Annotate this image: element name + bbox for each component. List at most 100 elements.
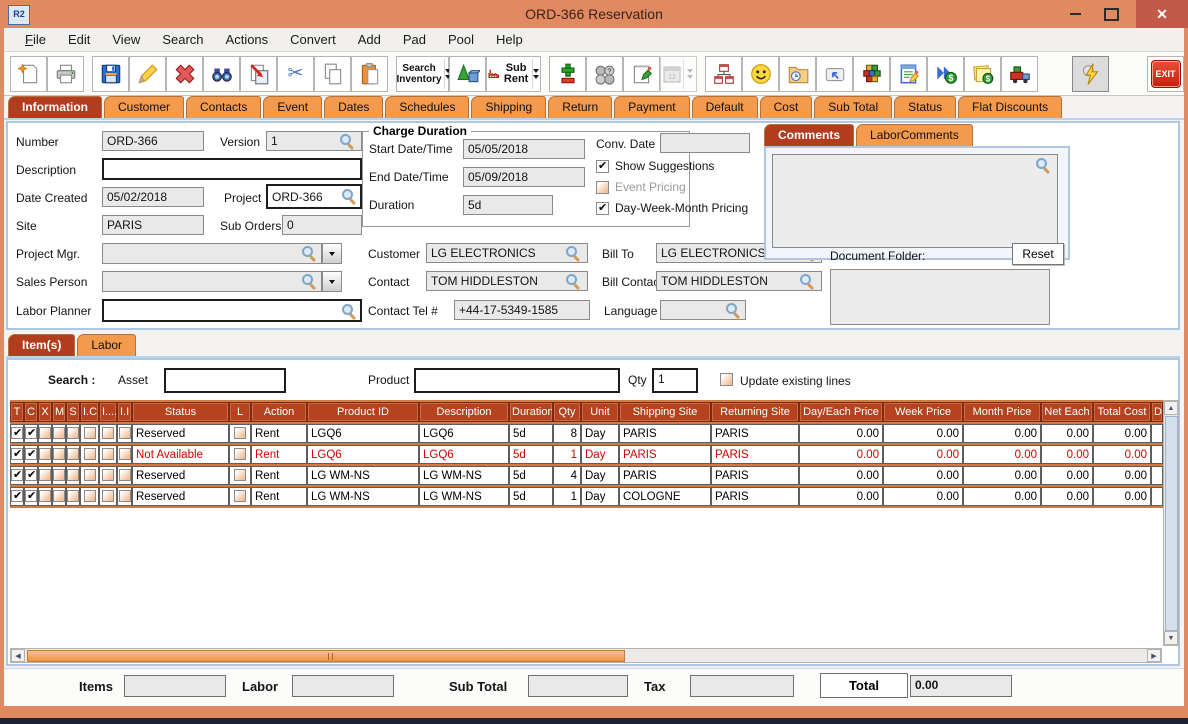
comments-lookup-icon[interactable] (1036, 158, 1050, 172)
cell-di[interactable] (1151, 445, 1163, 464)
cell-day-each-price[interactable]: 0.00 (799, 487, 883, 506)
contact-lookup-icon[interactable] (566, 274, 580, 288)
col-header-s[interactable]: S (66, 402, 80, 422)
col-header-x[interactable]: X (38, 402, 52, 422)
col-header-duration[interactable]: Duration (509, 402, 553, 422)
group-query-button[interactable]: ? (586, 55, 623, 92)
minimize-button[interactable] (1058, 0, 1092, 28)
row-check-i-c[interactable] (80, 445, 99, 464)
tab-comments[interactable]: Comments (764, 124, 855, 146)
notepad-button[interactable] (623, 55, 660, 92)
cell-di[interactable] (1151, 424, 1163, 443)
cell-total-cost[interactable]: 0.00 (1093, 487, 1151, 506)
cell-action[interactable]: Rent (251, 487, 307, 506)
col-header-returning-site[interactable]: Returning Site (711, 402, 799, 422)
col-header-product-id[interactable]: Product ID (307, 402, 419, 422)
bill-contact-lookup-icon[interactable] (800, 274, 814, 288)
project-lookup-icon[interactable] (342, 189, 356, 203)
tab-customer[interactable]: Customer (104, 96, 185, 118)
cell-product-id[interactable]: LG WM-NS (307, 466, 419, 485)
invoice-notes-button[interactable]: $ (964, 55, 1001, 92)
tab-default[interactable]: Default (691, 96, 758, 118)
col-header-month-price[interactable]: Month Price (963, 402, 1041, 422)
calendar-button[interactable]: 12 (660, 55, 697, 92)
cell-l-checked[interactable] (229, 445, 251, 464)
sales-person-lookup-icon[interactable] (302, 274, 316, 288)
col-header-day-each-price[interactable]: Day/Each Price (799, 402, 883, 422)
col-header-total-cost[interactable]: Total Cost (1093, 402, 1151, 422)
project-mgr-lookup-icon[interactable] (302, 246, 316, 260)
cell-month-price[interactable]: 0.00 (963, 424, 1041, 443)
table-row[interactable]: ReservedRentLGQ6LGQ65d8DayPARISPARIS0.00… (10, 424, 1163, 443)
smiley-button[interactable] (742, 55, 779, 92)
cell-month-price[interactable]: 0.00 (963, 466, 1041, 485)
cell-net-each[interactable]: 0.00 (1041, 466, 1093, 485)
row-check-i-c[interactable] (80, 487, 99, 506)
tab-item-s-[interactable]: Item(s) (8, 334, 76, 356)
quick-actions-button[interactable] (1072, 55, 1109, 92)
row-check-c[interactable] (24, 487, 38, 506)
save-button[interactable] (92, 55, 129, 92)
cell-description[interactable]: LGQ6 (419, 424, 509, 443)
cell-description[interactable]: LG WM-NS (419, 487, 509, 506)
cell-total-cost[interactable]: 0.00 (1093, 466, 1151, 485)
cell-qty[interactable]: 1 (553, 487, 581, 506)
col-header-action[interactable]: Action (251, 402, 307, 422)
cell-shipping-site[interactable]: PARIS (619, 466, 711, 485)
project-mgr-dropdown[interactable] (322, 243, 342, 264)
document-folder-box[interactable] (830, 269, 1050, 325)
row-check-i-i[interactable] (117, 424, 132, 443)
row-check-s[interactable] (66, 445, 80, 464)
scroll-right-icon[interactable]: ▶ (1147, 649, 1161, 662)
labor-planner-lookup-icon[interactable] (342, 304, 356, 318)
search-inventory-button[interactable]: Search Inventory (396, 55, 451, 92)
day-week-month-pricing-checkbox[interactable] (596, 201, 609, 216)
cell-di[interactable] (1151, 466, 1163, 485)
tab-laborcomments[interactable]: LaborComments (856, 124, 973, 146)
cell-action[interactable]: Rent (251, 424, 307, 443)
customer-field[interactable]: LG ELECTRONICS (426, 243, 588, 263)
cell-product-id[interactable]: LG WM-NS (307, 487, 419, 506)
cut-button[interactable]: ✂ (277, 55, 314, 92)
col-header-m[interactable]: M (52, 402, 66, 422)
col-header-l[interactable]: L (229, 402, 251, 422)
end-date-field[interactable]: 05/09/2018 (463, 167, 585, 187)
document-edit-button[interactable] (890, 55, 927, 92)
menu-pool[interactable]: Pool (447, 32, 475, 47)
row-check-i-[interactable] (99, 487, 117, 506)
row-check-x[interactable] (38, 445, 52, 464)
inventory-blocks-button[interactable] (853, 55, 890, 92)
col-header-c[interactable]: C (24, 402, 38, 422)
menu-edit[interactable]: Edit (67, 32, 91, 47)
cell-month-price[interactable]: 0.00 (963, 487, 1041, 506)
menu-convert[interactable]: Convert (290, 32, 336, 47)
row-check-m[interactable] (52, 466, 66, 485)
cell-status[interactable]: Reserved (132, 466, 229, 485)
row-check-s[interactable] (66, 487, 80, 506)
row-check-t[interactable] (10, 445, 24, 464)
col-header-t[interactable]: T (10, 402, 24, 422)
row-check-c[interactable] (24, 445, 38, 464)
row-check-i-c[interactable] (80, 466, 99, 485)
col-header-di[interactable]: Di (1151, 402, 1163, 422)
cell-returning-site[interactable]: PARIS (711, 466, 799, 485)
menu-file[interactable]: File (25, 32, 46, 47)
language-lookup-icon[interactable] (726, 303, 740, 317)
tab-dates[interactable]: Dates (324, 96, 384, 118)
items-horizontal-scrollbar[interactable]: ◀ ▶ (10, 648, 1162, 663)
cell-status[interactable]: Not Available (132, 445, 229, 464)
cell-returning-site[interactable]: PARIS (711, 424, 799, 443)
comments-textarea[interactable] (772, 154, 1058, 248)
cell-l-checked[interactable] (229, 466, 251, 485)
tab-information[interactable]: Information (8, 96, 102, 118)
cell-week-price[interactable]: 0.00 (883, 466, 963, 485)
add-remove-button[interactable] (549, 55, 586, 92)
cell-description[interactable]: LG WM-NS (419, 466, 509, 485)
product-input[interactable] (414, 368, 620, 393)
vertical-scroll-thumb[interactable] (1165, 416, 1178, 631)
horizontal-scroll-thumb[interactable] (27, 650, 625, 662)
transfer-document-button[interactable] (240, 55, 277, 92)
col-header-i-[interactable]: I.... (99, 402, 117, 422)
customer-lookup-icon[interactable] (566, 246, 580, 260)
cell-month-price[interactable]: 0.00 (963, 445, 1041, 464)
